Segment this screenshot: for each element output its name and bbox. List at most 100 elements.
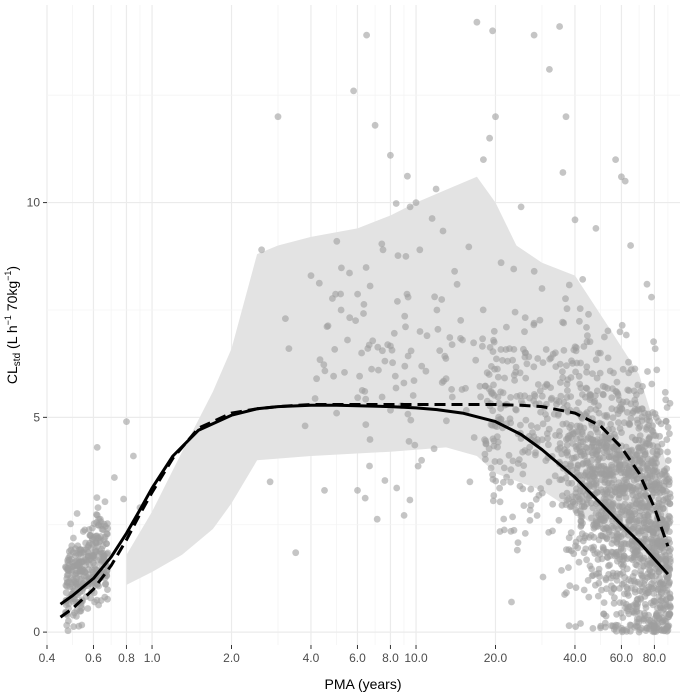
data-point [405,438,413,445]
data-point [613,459,621,467]
data-point [379,246,387,254]
data-point [96,548,104,555]
data-point [482,455,489,463]
data-point [631,624,639,631]
data-point [482,382,489,390]
data-point [619,398,627,406]
data-point [341,369,348,376]
data-point [584,332,591,340]
data-point [666,478,673,486]
data-point [70,534,77,542]
data-point [650,466,658,474]
data-point [350,87,357,95]
data-point [562,460,569,468]
data-point [587,430,594,438]
data-point [494,393,502,401]
data-point [666,518,674,525]
data-point [610,599,618,607]
data-point [603,411,611,419]
data-point [545,478,553,486]
data-point [623,628,631,635]
data-point [595,446,602,454]
data-point [511,377,518,384]
data-point [366,436,374,443]
data-point [635,628,643,636]
data-point [574,544,582,552]
data-point [400,379,408,387]
data-point [568,357,575,365]
data-point [618,508,625,516]
data-point [103,540,110,547]
data-point [545,441,552,449]
data-point [539,359,547,366]
data-point [651,520,659,528]
data-point [580,343,588,350]
data-point [490,381,497,389]
data-point [538,436,546,444]
data-point [572,347,580,355]
data-point [410,377,418,384]
data-point [497,259,505,267]
data-point [639,438,646,445]
data-point [411,441,419,449]
data-point [95,521,102,529]
data-point [338,264,345,272]
data-point [640,511,648,519]
data-point [597,463,605,470]
data-point [485,371,493,378]
data-point [480,156,487,164]
data-point [99,526,107,533]
x-tick-label: 1.0 [144,651,161,665]
data-point [662,396,670,404]
data-point [599,438,606,446]
data-point [92,532,100,540]
data-point [489,497,497,505]
data-point [77,546,85,553]
data-point [438,296,446,303]
data-point [354,290,361,298]
data-point [403,290,411,298]
data-point [406,203,414,211]
data-point [546,66,553,73]
data-point [512,406,519,413]
data-point [662,417,670,425]
data-point [73,510,81,517]
data-point [439,227,447,235]
data-point [618,321,626,329]
data-point [282,315,289,322]
data-point [67,520,74,528]
data-point [388,346,396,354]
data-point [604,354,612,362]
data-point [526,517,534,524]
data-point [648,293,655,301]
data-point [558,501,566,509]
data-point [563,362,570,369]
data-point [659,486,666,494]
y-axis-title-sub: std [12,353,23,366]
data-point [533,512,541,519]
data-point [572,623,579,630]
data-point [567,529,575,537]
data-point [431,293,438,301]
data-point [315,279,323,287]
data-point [632,436,639,444]
data-point [614,531,622,539]
data-point [628,584,635,592]
data-point [534,381,542,388]
data-point [360,301,368,308]
data-point [563,380,571,388]
data-point [620,485,628,492]
data-point [610,369,617,377]
data-point [632,400,639,407]
data-point [497,405,504,412]
data-point [365,341,373,349]
data-point [470,339,477,347]
data-point [654,604,662,612]
data-point [491,422,499,430]
data-point [610,585,618,593]
data-point [597,532,605,539]
x-tick-label: 6.0 [349,651,366,665]
data-point [93,494,101,501]
data-point [521,530,529,537]
data-point [368,365,375,373]
